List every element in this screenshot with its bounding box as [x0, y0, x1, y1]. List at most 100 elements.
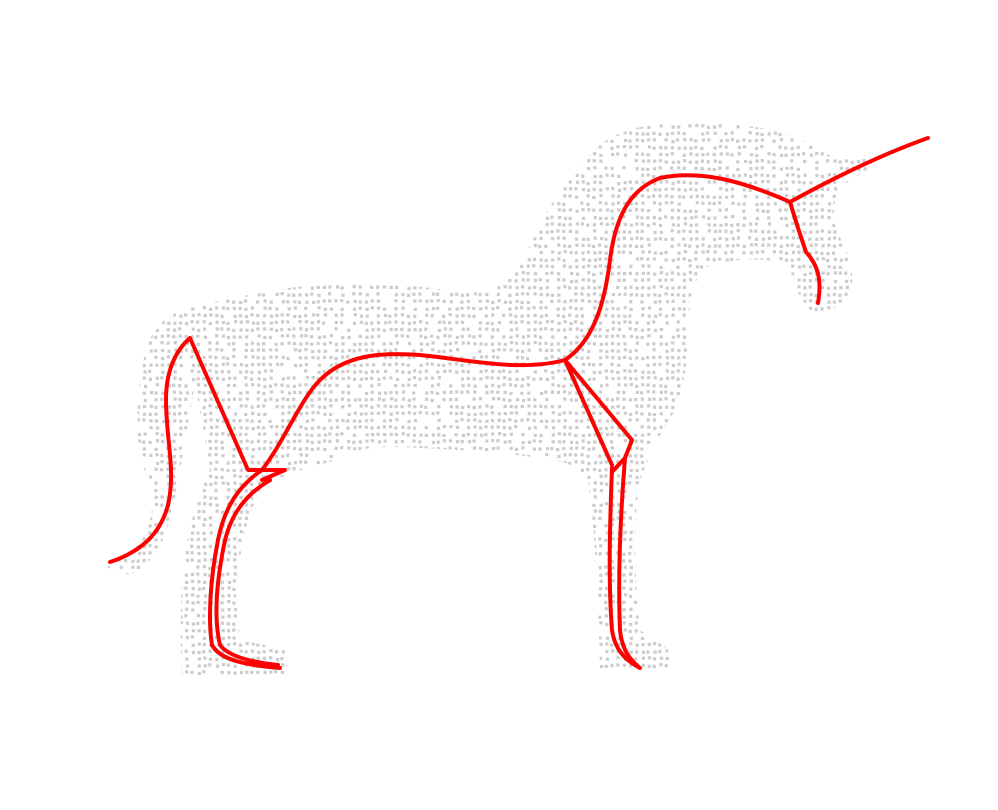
cloud-point	[322, 167, 326, 171]
cloud-point	[424, 369, 428, 373]
cloud-point	[353, 377, 357, 381]
cloud-point	[353, 146, 357, 150]
cloud-point	[682, 355, 686, 359]
cloud-point	[658, 188, 662, 192]
cloud-point	[887, 294, 890, 297]
cloud-point	[328, 180, 332, 184]
cloud-point	[911, 405, 914, 408]
cloud-point	[568, 153, 572, 157]
cloud-point	[911, 125, 914, 128]
cloud-point	[869, 125, 870, 129]
cloud-point	[526, 159, 530, 163]
cloud-point	[154, 208, 158, 212]
cloud-point	[718, 145, 723, 149]
cloud-point	[305, 341, 309, 345]
cloud-point	[683, 222, 687, 226]
cloud-point	[641, 139, 645, 143]
cloud-point	[575, 230, 579, 234]
cloud-point	[526, 418, 530, 422]
cloud-point	[599, 384, 603, 388]
cloud-point	[335, 272, 339, 277]
cloud-point	[377, 377, 381, 381]
cloud-point	[125, 362, 129, 367]
cloud-point	[496, 306, 500, 310]
cloud-point	[508, 244, 512, 248]
cloud-point	[779, 167, 783, 171]
cloud-point	[353, 125, 357, 129]
cloud-point	[119, 272, 123, 276]
cloud-point	[694, 166, 698, 170]
cloud-point	[791, 250, 796, 254]
cloud-point	[496, 376, 500, 380]
cloud-point	[767, 300, 771, 304]
cloud-point	[443, 124, 447, 128]
cloud-point	[298, 383, 302, 387]
cloud-point	[503, 243, 507, 247]
cloud-point	[388, 250, 392, 254]
cloud-point	[820, 152, 824, 156]
cloud-point	[245, 181, 249, 185]
cloud-point	[640, 404, 644, 408]
cloud-point	[262, 264, 266, 268]
cloud-point	[316, 188, 320, 192]
cloud-point	[178, 404, 182, 408]
cloud-point	[563, 187, 567, 191]
cloud-point	[569, 398, 573, 402]
cloud-point	[604, 313, 608, 317]
cloud-point	[365, 173, 369, 177]
cloud-point	[586, 356, 590, 360]
cloud-point	[923, 245, 926, 248]
cloud-point	[857, 348, 861, 352]
cloud-point	[509, 271, 514, 275]
cloud-point	[706, 160, 710, 164]
cloud-point	[347, 412, 351, 416]
cloud-point	[737, 152, 741, 156]
cloud-point	[664, 342, 669, 346]
cloud-point	[792, 195, 796, 199]
cloud-point	[215, 405, 219, 409]
cloud-point	[623, 138, 628, 143]
cloud-point	[311, 223, 315, 227]
cloud-point	[281, 355, 285, 359]
cloud-point	[521, 195, 525, 199]
cloud-point	[436, 335, 440, 339]
cloud-point	[640, 125, 644, 129]
cloud-point	[868, 152, 870, 156]
cloud-point	[665, 405, 669, 409]
cloud-point	[784, 314, 788, 318]
cloud-point	[269, 376, 273, 380]
cloud-point	[862, 306, 866, 310]
cloud-point	[197, 201, 201, 205]
cloud-point	[275, 405, 279, 409]
cloud-point	[713, 314, 717, 318]
cloud-point	[382, 160, 386, 164]
cloud-point	[893, 202, 896, 205]
cloud-point	[389, 285, 393, 289]
cloud-point	[268, 419, 272, 423]
cloud-point	[413, 405, 417, 409]
cloud-point	[257, 412, 261, 416]
cloud-point	[353, 299, 357, 304]
cloud-point	[900, 322, 903, 325]
cloud-point	[616, 390, 620, 394]
cloud-point	[918, 160, 921, 163]
cloud-point	[773, 202, 777, 206]
cloud-point	[456, 348, 460, 352]
cloud-point	[401, 167, 405, 172]
cloud-point	[912, 376, 915, 379]
cloud-point	[773, 320, 777, 325]
cloud-point	[292, 404, 296, 408]
cloud-point	[406, 173, 411, 177]
cloud-point	[881, 132, 884, 135]
cloud-point	[730, 272, 734, 276]
cloud-point	[161, 152, 165, 156]
cloud-point	[203, 419, 208, 423]
cloud-point	[197, 153, 201, 158]
cloud-point	[550, 167, 554, 171]
cloud-point	[298, 271, 302, 275]
cloud-point	[316, 181, 320, 185]
cloud-point	[563, 194, 567, 198]
cloud-point	[737, 264, 741, 268]
cloud-point	[432, 264, 436, 268]
cloud-point	[695, 237, 699, 241]
